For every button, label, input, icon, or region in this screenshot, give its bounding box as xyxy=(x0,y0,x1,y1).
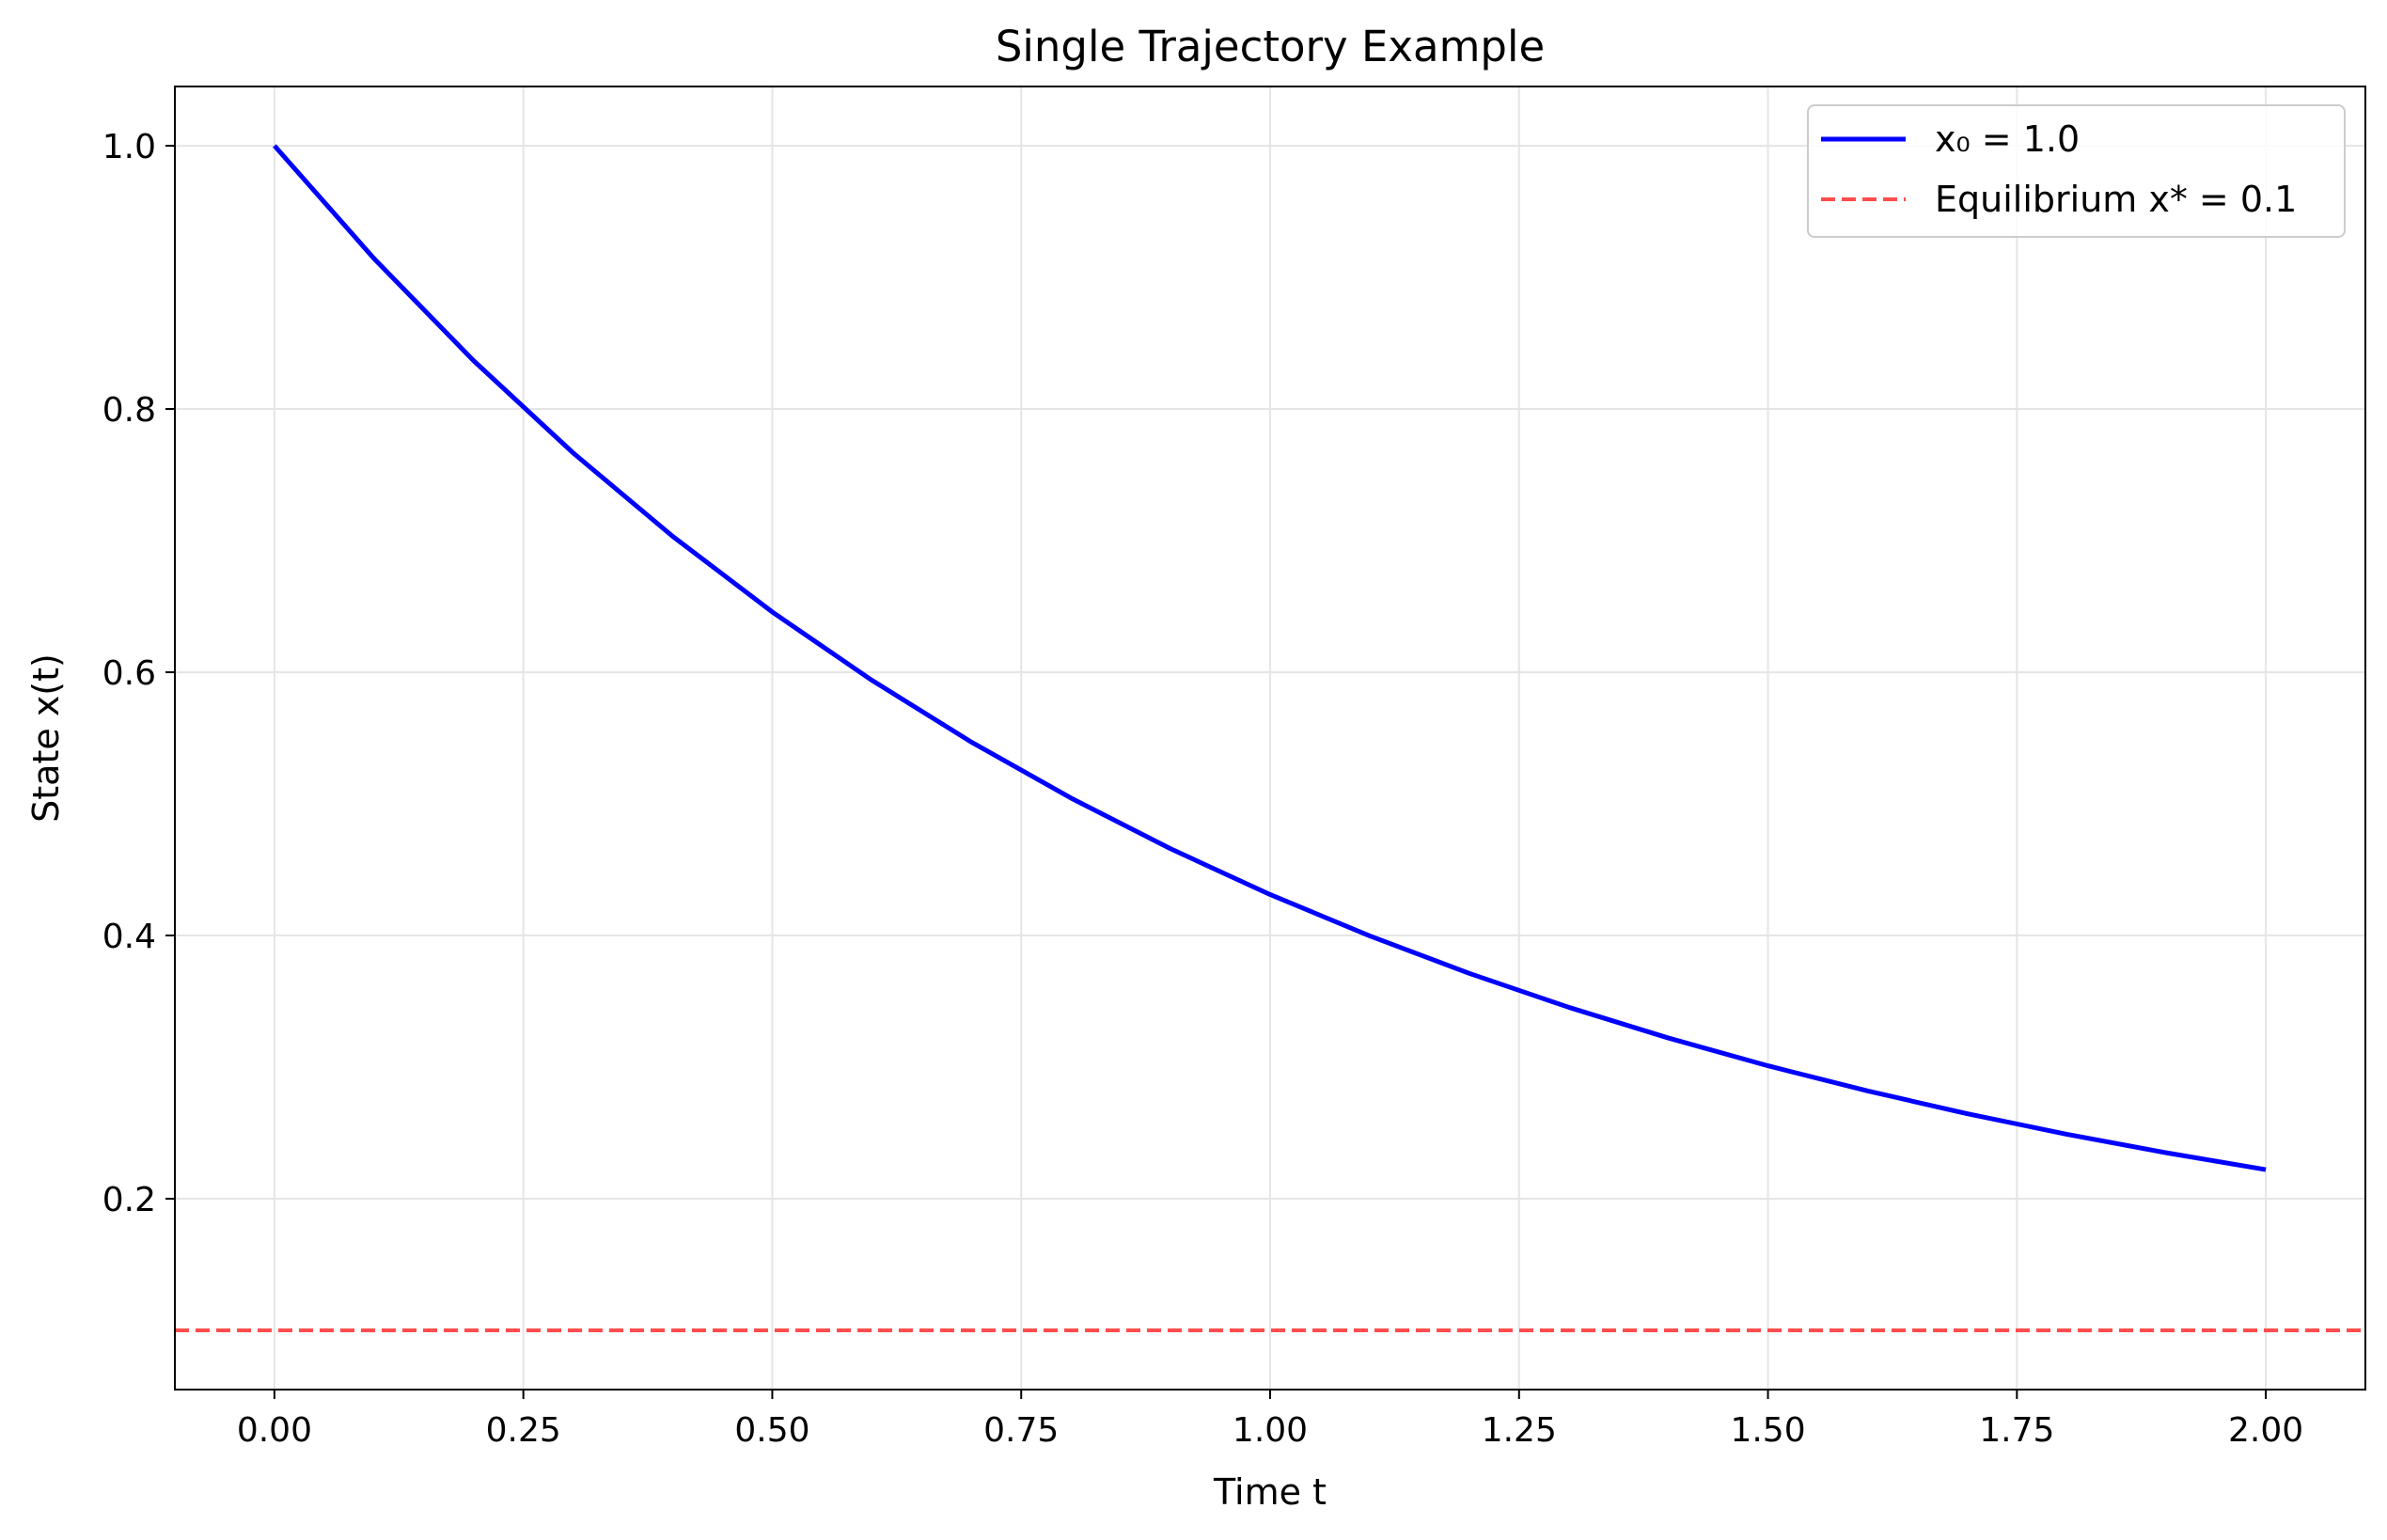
y-axis-label: State x(t) xyxy=(25,653,67,823)
x-tick-label: 0.00 xyxy=(237,1411,312,1450)
y-tick-label: 1.0 xyxy=(102,128,156,166)
series-layer xyxy=(175,144,2365,1332)
y-tick-label: 0.4 xyxy=(102,918,156,956)
x-tick-label: 0.25 xyxy=(486,1411,561,1450)
legend: x₀ = 1.0 Equilibrium x* = 0.1 xyxy=(1807,104,2346,238)
x-axis-label: Time t xyxy=(1213,1471,1327,1513)
tick-layer: 0.00 0.25 0.50 0.75 1.00 1.25 1.50 1.75 2.00 0.2 0… xyxy=(102,128,2303,1450)
x-tick-label: 2.00 xyxy=(2228,1411,2303,1450)
legend-label-trajectory: x₀ = 1.0 xyxy=(1935,118,2080,160)
y-tick-label: 0.6 xyxy=(102,654,156,693)
chart-title: Single Trajectory Example xyxy=(996,22,1545,71)
x-tick-label: 0.50 xyxy=(734,1411,809,1450)
y-tick-label: 0.2 xyxy=(102,1181,156,1219)
x-tick-label: 1.75 xyxy=(1979,1411,2054,1450)
x-tick-label: 0.75 xyxy=(983,1411,1059,1450)
x-tick-label: 1.00 xyxy=(1233,1411,1308,1450)
legend-label-equilibrium: Equilibrium x* = 0.1 xyxy=(1935,179,2297,220)
grid-layer xyxy=(175,86,2365,1390)
y-tick-label: 0.8 xyxy=(102,391,156,430)
x-tick-label: 1.25 xyxy=(1482,1411,1557,1450)
trajectory-line xyxy=(273,144,2267,1172)
x-tick-label: 1.50 xyxy=(1730,1411,1805,1450)
legend-box xyxy=(1807,104,2346,238)
